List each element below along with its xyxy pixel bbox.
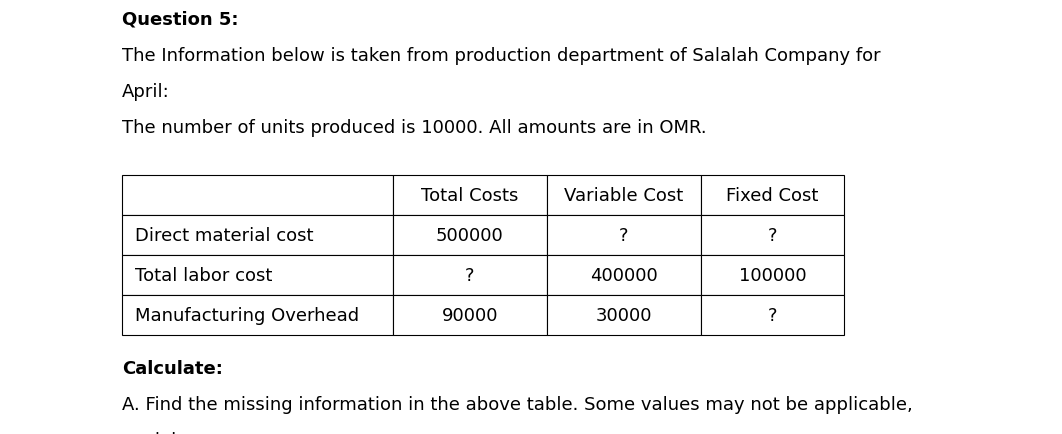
Text: Fixed Cost: Fixed Cost xyxy=(726,187,819,205)
Bar xyxy=(701,256,844,296)
Text: The number of units produced is 10000. All amounts are in OMR.: The number of units produced is 10000. A… xyxy=(122,119,706,137)
Text: Total Costs: Total Costs xyxy=(422,187,518,205)
Text: The Information below is taken from production department of Salalah Company for: The Information below is taken from prod… xyxy=(122,47,880,65)
Bar xyxy=(122,256,393,296)
Text: 100000: 100000 xyxy=(739,266,806,285)
Text: explain.: explain. xyxy=(122,431,193,434)
Text: Question 5:: Question 5: xyxy=(122,11,239,29)
Text: 500000: 500000 xyxy=(436,227,503,245)
Bar xyxy=(122,296,393,335)
Text: April:: April: xyxy=(122,83,170,101)
Text: ?: ? xyxy=(768,306,777,325)
Text: A. Find the missing information in the above table. Some values may not be appli: A. Find the missing information in the a… xyxy=(122,395,913,413)
Bar xyxy=(701,176,844,216)
Text: 90000: 90000 xyxy=(442,306,498,325)
Text: 30000: 30000 xyxy=(596,306,652,325)
Bar xyxy=(547,296,701,335)
Text: Manufacturing Overhead: Manufacturing Overhead xyxy=(135,306,359,325)
Bar xyxy=(122,216,393,256)
Bar xyxy=(393,296,547,335)
Text: 400000: 400000 xyxy=(590,266,657,285)
Text: Direct material cost: Direct material cost xyxy=(135,227,313,245)
Bar xyxy=(393,256,547,296)
Bar xyxy=(122,176,393,216)
Text: ?: ? xyxy=(619,227,629,245)
Bar xyxy=(547,216,701,256)
Bar xyxy=(547,176,701,216)
Text: Calculate:: Calculate: xyxy=(122,359,223,377)
Bar xyxy=(393,176,547,216)
Bar xyxy=(701,216,844,256)
Bar xyxy=(393,216,547,256)
Text: Variable Cost: Variable Cost xyxy=(564,187,684,205)
Text: Total labor cost: Total labor cost xyxy=(135,266,272,285)
Text: ?: ? xyxy=(465,266,475,285)
Bar xyxy=(547,256,701,296)
Text: ?: ? xyxy=(768,227,777,245)
Bar xyxy=(701,296,844,335)
